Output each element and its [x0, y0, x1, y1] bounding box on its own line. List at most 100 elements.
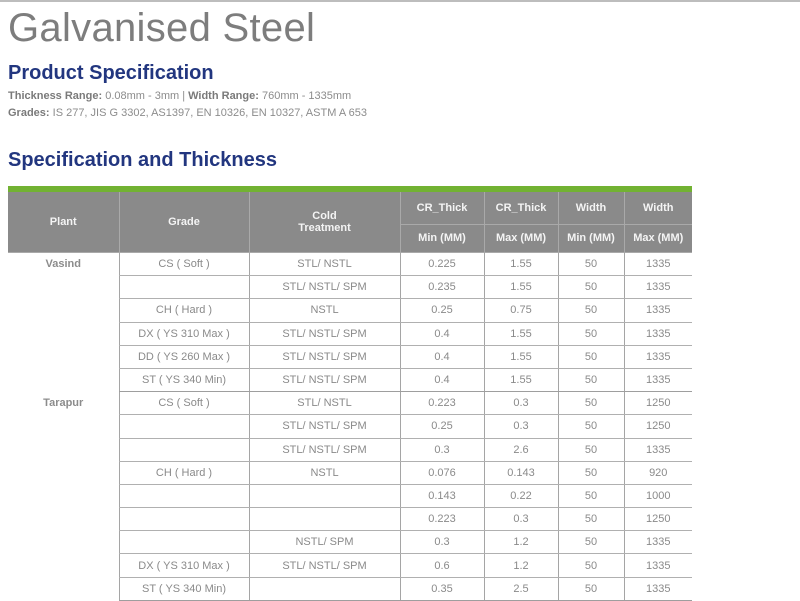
cr-thick-max-cell: 0.22	[483, 484, 558, 509]
cr-thick-min-cell: 0.225	[399, 252, 484, 277]
spec-table-body: Vasind CS ( Soft ) STL/ NSTL 0.225 1.55 50 133…	[8, 252, 692, 601]
cold-treatment-cell: STL/ NSTL/ SPM	[248, 345, 400, 369]
grade-cell: CS ( Soft )	[118, 252, 249, 277]
grade-cell	[118, 438, 249, 462]
table-row: 0.143 0.22 50 1000	[8, 484, 692, 509]
cold-treatment-cell: STL/ NSTL	[248, 391, 400, 416]
cr-thick-min-cell: 0.235	[399, 275, 484, 300]
grade-cell	[118, 507, 249, 532]
width-max-cell: 1250	[623, 391, 692, 416]
header-cr-thick-max: CR_Thick	[483, 192, 558, 225]
subheader-cr-max: Max (MM)	[483, 224, 558, 254]
cr-thick-max-cell: 1.55	[483, 322, 558, 346]
width-min-cell: 50	[557, 275, 624, 300]
table-row: CH ( Hard ) NSTL 0.25 0.75 50 1335	[8, 298, 692, 323]
width-max-cell: 1335	[623, 553, 692, 578]
cold-treatment-cell: STL/ NSTL/ SPM	[248, 368, 400, 393]
grades-label: Grades:	[8, 107, 50, 119]
header-cold-line2: Treatment	[298, 222, 351, 234]
width-max-cell: 1335	[623, 252, 692, 277]
cold-treatment-cell: NSTL	[248, 461, 400, 485]
cold-treatment-cell: NSTL	[248, 298, 400, 323]
spec-table: Plant Grade Cold Treatment CR_Thick CR_T…	[8, 192, 692, 601]
cr-thick-min-cell: 0.4	[399, 368, 484, 393]
cold-treatment-cell: STL/ NSTL/ SPM	[248, 414, 400, 439]
cr-thick-min-cell: 0.076	[399, 461, 484, 485]
cold-treatment-cell: STL/ NSTL/ SPM	[248, 275, 400, 300]
width-min-cell: 50	[557, 414, 624, 439]
width-max-cell: 920	[623, 461, 692, 485]
width-min-cell: 50	[557, 345, 624, 369]
header-grade: Grade	[118, 192, 249, 253]
width-max-cell: 1335	[623, 298, 692, 323]
cr-thick-min-cell: 0.223	[399, 391, 484, 416]
table-row: NSTL/ SPM 0.3 1.2 50 1335	[8, 530, 692, 555]
table-row: CH ( Hard ) NSTL 0.076 0.143 50 920	[8, 461, 692, 485]
cr-thick-min-cell: 0.25	[399, 414, 484, 439]
width-max-cell: 1335	[623, 322, 692, 346]
grade-cell: CH ( Hard )	[118, 461, 249, 485]
header-width-min: Width	[557, 192, 624, 225]
cr-thick-max-cell: 1.2	[483, 530, 558, 555]
grade-cell	[118, 530, 249, 555]
plant-cell: Vasind	[45, 258, 81, 270]
header-width-max: Width	[623, 192, 692, 225]
header-cold-treatment: Cold Treatment	[248, 192, 400, 253]
table-row: STL/ NSTL/ SPM 0.25 0.3 50 1250	[8, 414, 692, 439]
width-min-cell: 50	[557, 252, 624, 277]
width-max-cell: 1000	[623, 484, 692, 509]
cr-thick-max-cell: 2.5	[483, 577, 558, 601]
thickness-width-range: Thickness Range: 0.08mm - 3mm | Width Ra…	[8, 90, 351, 102]
width-label: Width Range:	[188, 90, 259, 102]
subheader-width-min: Min (MM)	[557, 224, 624, 254]
cr-thick-min-cell: 0.3	[399, 438, 484, 462]
cr-thick-min-cell: 0.223	[399, 507, 484, 532]
cold-treatment-cell: STL/ NSTL	[248, 252, 400, 277]
cr-thick-max-cell: 0.75	[483, 298, 558, 323]
cr-thick-min-cell: 0.143	[399, 484, 484, 509]
width-max-cell: 1335	[623, 368, 692, 393]
width-min-cell: 50	[557, 530, 624, 555]
cold-treatment-cell	[248, 577, 400, 601]
page-title: Galvanised Steel	[8, 6, 316, 50]
width-max-cell: 1335	[623, 345, 692, 369]
table-row: DX ( YS 310 Max ) STL/ NSTL/ SPM 0.4 1.55 50…	[8, 322, 692, 346]
spec-thickness-heading: Specification and Thickness	[8, 149, 277, 171]
cold-treatment-cell: NSTL/ SPM	[248, 530, 400, 555]
grade-cell: DX ( YS 310 Max )	[118, 322, 249, 346]
spec-table-container: Plant Grade Cold Treatment CR_Thick CR_T…	[8, 186, 692, 601]
width-min-cell: 50	[557, 322, 624, 346]
width-value: 760mm - 1335mm	[258, 90, 352, 102]
product-specification-heading: Product Specification	[8, 62, 214, 84]
header-cr-thick-min: CR_Thick	[399, 192, 484, 225]
width-min-cell: 50	[557, 368, 624, 393]
cold-treatment-cell: STL/ NSTL/ SPM	[248, 553, 400, 578]
plant-cell: Tarapur	[43, 396, 84, 409]
subheader-width-max: Max (MM)	[623, 224, 692, 254]
grade-cell	[118, 414, 249, 439]
table-row: ST ( YS 340 Min) 0.35 2.5 50 1335	[8, 577, 692, 601]
cr-thick-min-cell: 0.6	[399, 553, 484, 578]
table-row: ST ( YS 340 Min) STL/ NSTL/ SPM 0.4 1.55 50 1…	[8, 368, 692, 393]
width-min-cell: 50	[557, 438, 624, 462]
cold-treatment-cell	[248, 507, 400, 532]
grade-cell	[118, 275, 249, 300]
grade-cell: CH ( Hard )	[118, 298, 249, 323]
grades-value: IS 277, JIS G 3302, AS1397, EN 10326, EN…	[49, 107, 367, 119]
cr-thick-min-cell: 0.35	[399, 577, 484, 601]
cr-thick-max-cell: 1.55	[483, 345, 558, 369]
cr-thick-min-cell: 0.4	[399, 322, 484, 346]
width-min-cell: 50	[557, 553, 624, 578]
cr-thick-max-cell: 0.3	[483, 507, 558, 532]
thickness-value: 0.08mm - 3mm |	[102, 90, 189, 102]
cr-thick-max-cell: 1.55	[483, 275, 558, 300]
width-min-cell: 50	[557, 507, 624, 532]
grade-cell	[118, 484, 249, 509]
grade-cell: ST ( YS 340 Min)	[118, 368, 249, 393]
header-plant: Plant	[8, 192, 119, 253]
header-cold-line1: Cold	[312, 210, 337, 222]
grades-line: Grades: IS 277, JIS G 3302, AS1397, EN 1…	[8, 107, 367, 119]
grade-cell: ST ( YS 340 Min)	[118, 577, 249, 601]
table-row: DD ( YS 260 Max ) STL/ NSTL/ SPM 0.4 1.55 50…	[8, 345, 692, 369]
subheader-cr-min: Min (MM)	[399, 224, 484, 254]
